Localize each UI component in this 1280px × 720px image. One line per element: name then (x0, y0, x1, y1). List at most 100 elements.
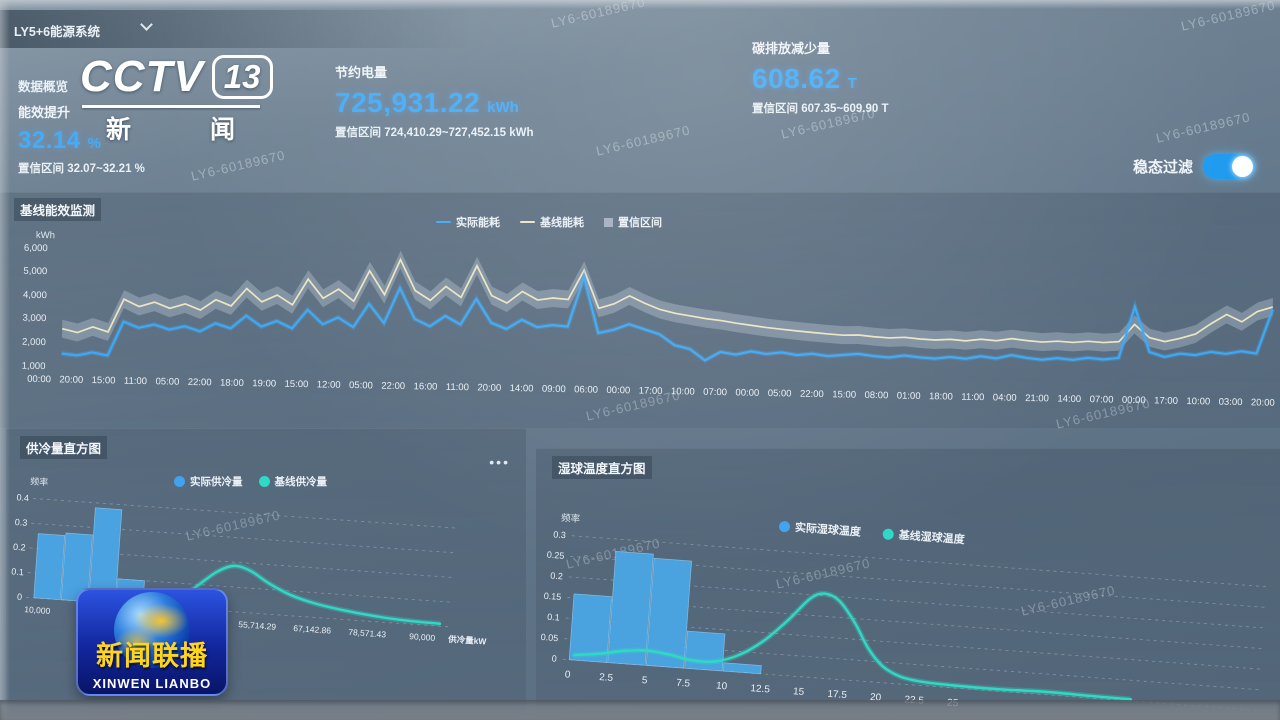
x-tick-label: 14:00 (509, 383, 534, 395)
histogram-bar (33, 533, 66, 601)
x-tick-label: 00:00 (1121, 394, 1146, 407)
x-tick-label: 55,714.29 (238, 619, 277, 632)
x-tick-label: 15:00 (284, 378, 309, 391)
legend-item-baseline-cooling[interactable]: 基线供冷量 (258, 474, 327, 489)
confidence-interval: 置信区间 724,410.29~727,452.15 kWh (335, 127, 534, 139)
x-tick-label: 90,000 (409, 631, 436, 643)
y-tick-label: 0.25 (546, 550, 564, 561)
stat-label: 节约电量 (335, 65, 388, 80)
stat-unit: kWh (487, 99, 519, 116)
photo-edge-left (0, 0, 10, 720)
y-tick-label: 0 (17, 592, 23, 602)
x-tick-label: 17:00 (1154, 395, 1179, 407)
x-tick-label: 12.5 (750, 683, 771, 695)
y-axis-unit: kWh (35, 229, 56, 242)
more-options-icon[interactable]: ••• (489, 454, 510, 470)
x-tick-label: 78,571.43 (348, 627, 387, 640)
histogram-bar (568, 593, 612, 663)
steady-state-filter-toggle[interactable] (1203, 154, 1256, 179)
stat-value: 32.14 (18, 127, 81, 154)
line-marker-icon (436, 220, 451, 224)
x-tick-label: 15:00 (91, 375, 116, 387)
system-selector[interactable]: LY5+6能源系统 (0, 10, 470, 48)
histogram-bar (684, 630, 726, 672)
x-tick-label: 11:00 (123, 375, 148, 388)
panel-title: 基线能效监测 (14, 198, 102, 221)
y-tick-label: 0.1 (11, 566, 24, 577)
circle-marker-icon (258, 476, 270, 487)
legend-item-actual-energy[interactable]: 实际能耗 (436, 214, 500, 230)
y-tick-label: 0.2 (13, 542, 26, 553)
toggle-label: 稳态过滤 (1133, 159, 1194, 176)
x-tick-label: 07:00 (703, 386, 728, 399)
energy-line-chart (61, 250, 1275, 364)
density-curve (152, 564, 442, 625)
x-tick-label: 20:00 (477, 382, 502, 394)
x-tick-label: 7.5 (676, 678, 691, 690)
x-tick-label: 00:00 (27, 373, 52, 386)
x-tick-label: 04:00 (992, 392, 1017, 404)
stat-unit: T (847, 75, 857, 92)
x-tick-label: 03:00 (1218, 396, 1243, 409)
legend-item-baseline-energy[interactable]: 基线能耗 (520, 214, 584, 230)
legend-item-actual-wetbulb[interactable]: 实际湿球温度 (778, 518, 861, 540)
legend-item-baseline-wetbulb[interactable]: 基线湿球温度 (882, 525, 965, 547)
x-tick-label: 20 (870, 692, 882, 704)
x-tick-label: 10 (716, 681, 728, 693)
histogram-bar (722, 662, 762, 675)
stat-value: 725,931.22 (335, 87, 481, 118)
x-tick-label: 67,142.86 (293, 623, 332, 636)
y-tick-label: 0.2 (550, 571, 563, 582)
x-tick-label: 00:00 (606, 384, 631, 397)
x-tick-label: 01:00 (896, 390, 921, 402)
stat-value: 608.62 (752, 63, 841, 94)
line-marker-icon (520, 220, 535, 224)
globe-icon (114, 592, 190, 668)
system-selector-label: LY5+6能源系统 (14, 25, 101, 39)
x-tick-label: 16:00 (413, 381, 438, 393)
y-tick-label: 0 (551, 653, 557, 663)
x-tick-label: 11:00 (445, 381, 470, 394)
x-tick-label: 15:00 (832, 389, 857, 401)
stat-label: 碳排放减少量 (752, 41, 831, 56)
chevron-down-icon[interactable] (140, 18, 153, 31)
x-tick-label: 15 (793, 686, 805, 698)
legend-item-confidence-band[interactable]: 置信区间 (604, 214, 662, 230)
badge-title: 新闻联播 (96, 641, 208, 671)
circle-marker-icon (778, 520, 791, 533)
density-curve (572, 592, 1133, 701)
panel-title: 湿球温度直方图 (552, 456, 652, 479)
x-tick-label: 12:00 (316, 379, 341, 391)
y-tick-label: 0.1 (547, 612, 560, 623)
x-tick-label: 10,000 (24, 604, 51, 616)
x-tick-label: 09:00 (541, 383, 566, 396)
x-tick-label: 07:00 (1089, 394, 1114, 406)
y-tick-label: 0.15 (543, 591, 561, 602)
x-tick-label: 05:00 (348, 379, 373, 392)
x-tick-label: 2.5 (599, 672, 614, 684)
stat-energy-saved: 节约电量 725,931.22 kWh 置信区间 724,410.29~727,4… (335, 62, 534, 140)
x-tick-label: 18:00 (928, 391, 953, 403)
channel-number: 13 (211, 55, 273, 99)
watermark: LY6-60189670 (189, 147, 287, 184)
x-tick-label: 0 (564, 669, 571, 680)
y-tick-label: 0.3 (553, 529, 566, 540)
x-axis-title: 供冷量kW (447, 634, 488, 647)
x-tick-label: 20:00 (59, 374, 84, 386)
y-tick-label: 0.3 (14, 517, 27, 528)
x-tick-label: 22:00 (381, 380, 406, 393)
energy-monitor-panel: 基线能效监测 实际能耗 基线能耗 置信区间 kWh 6,000 5,000 4,00… (0, 192, 1280, 428)
x-tick-label: 17.5 (827, 689, 848, 701)
photo-edge-top (0, 0, 1280, 9)
panel-title: 供冷量直方图 (20, 436, 108, 459)
x-tick-label: 22:00 (799, 388, 824, 401)
histogram-bar (645, 557, 692, 669)
legend-item-actual-cooling[interactable]: 实际供冷量 (174, 474, 243, 489)
x-tick-label: 10:00 (670, 386, 695, 398)
baseline-energy-line (61, 257, 1274, 344)
x-tick-label: 05:00 (155, 376, 180, 388)
cctv13-logo: CCTV 13 新 闻 (80, 52, 273, 146)
toggle-knob (1232, 156, 1254, 177)
